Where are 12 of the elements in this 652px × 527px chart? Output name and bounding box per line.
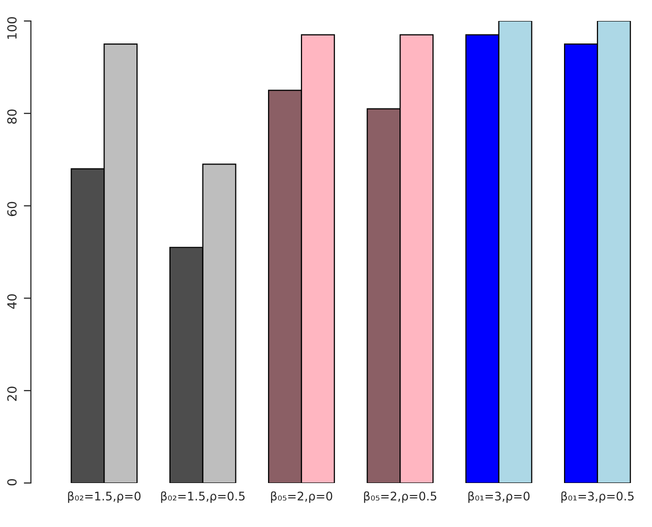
x-tick-label: β₀₂=1.5,ρ=0.5 — [161, 491, 245, 503]
y-tick-label: 60 — [7, 202, 17, 216]
y-tick-label: 80 — [7, 109, 17, 124]
x-tick-label: β₀₅=2,ρ=0.5 — [364, 491, 436, 503]
x-tick-label: β₀₁=3,ρ=0.5 — [561, 491, 634, 503]
y-tick-label: 0 — [7, 479, 17, 486]
x-tick-label: β₀₅=2,ρ=0 — [271, 491, 332, 503]
y-tick-label: 20 — [7, 386, 17, 401]
y-tick-label: 40 — [7, 294, 17, 309]
x-tick-label: β₀₁=3,ρ=0 — [468, 491, 530, 503]
y-tick-label: 100 — [7, 17, 17, 39]
x-tick-label: β₀₂=1.5,ρ=0 — [68, 491, 141, 503]
